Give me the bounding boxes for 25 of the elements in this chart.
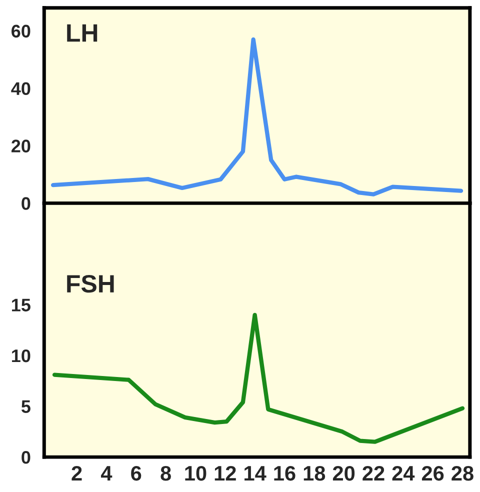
x-tick-label: 6 <box>131 466 142 481</box>
x-tick-label: 12 <box>214 466 236 480</box>
x-tick-label: 10 <box>185 466 206 481</box>
chart-title: LH <box>67 24 98 42</box>
x-tick-label: 20 <box>332 466 355 481</box>
x-tick-label: 18 <box>304 466 326 481</box>
x-tick-label: 22 <box>362 466 384 480</box>
x-tick-label: 14 <box>244 466 266 480</box>
y-tick-label: 0 <box>22 197 30 210</box>
x-tick-label: 26 <box>422 466 444 481</box>
x-tick-label: 2 <box>72 466 82 480</box>
x-tick-label: 8 <box>160 466 171 481</box>
y-tick-label: 20 <box>12 140 30 152</box>
y-tick-label: 10 <box>12 349 30 362</box>
x-tick-label: 4 <box>100 466 112 480</box>
y-tick-label: 40 <box>11 82 30 96</box>
x-tick-label: 28 <box>452 466 474 481</box>
y-tick-label: 60 <box>12 24 30 38</box>
text: FSH <box>67 274 114 293</box>
y-tick-label: 15 <box>12 298 30 312</box>
line-series <box>52 312 465 444</box>
y-tick-label: 0 <box>22 451 30 464</box>
y-tick-label: 5 <box>21 400 30 414</box>
x-tick-label: 16 <box>274 466 296 481</box>
x-tick-label: 24 <box>392 466 415 480</box>
